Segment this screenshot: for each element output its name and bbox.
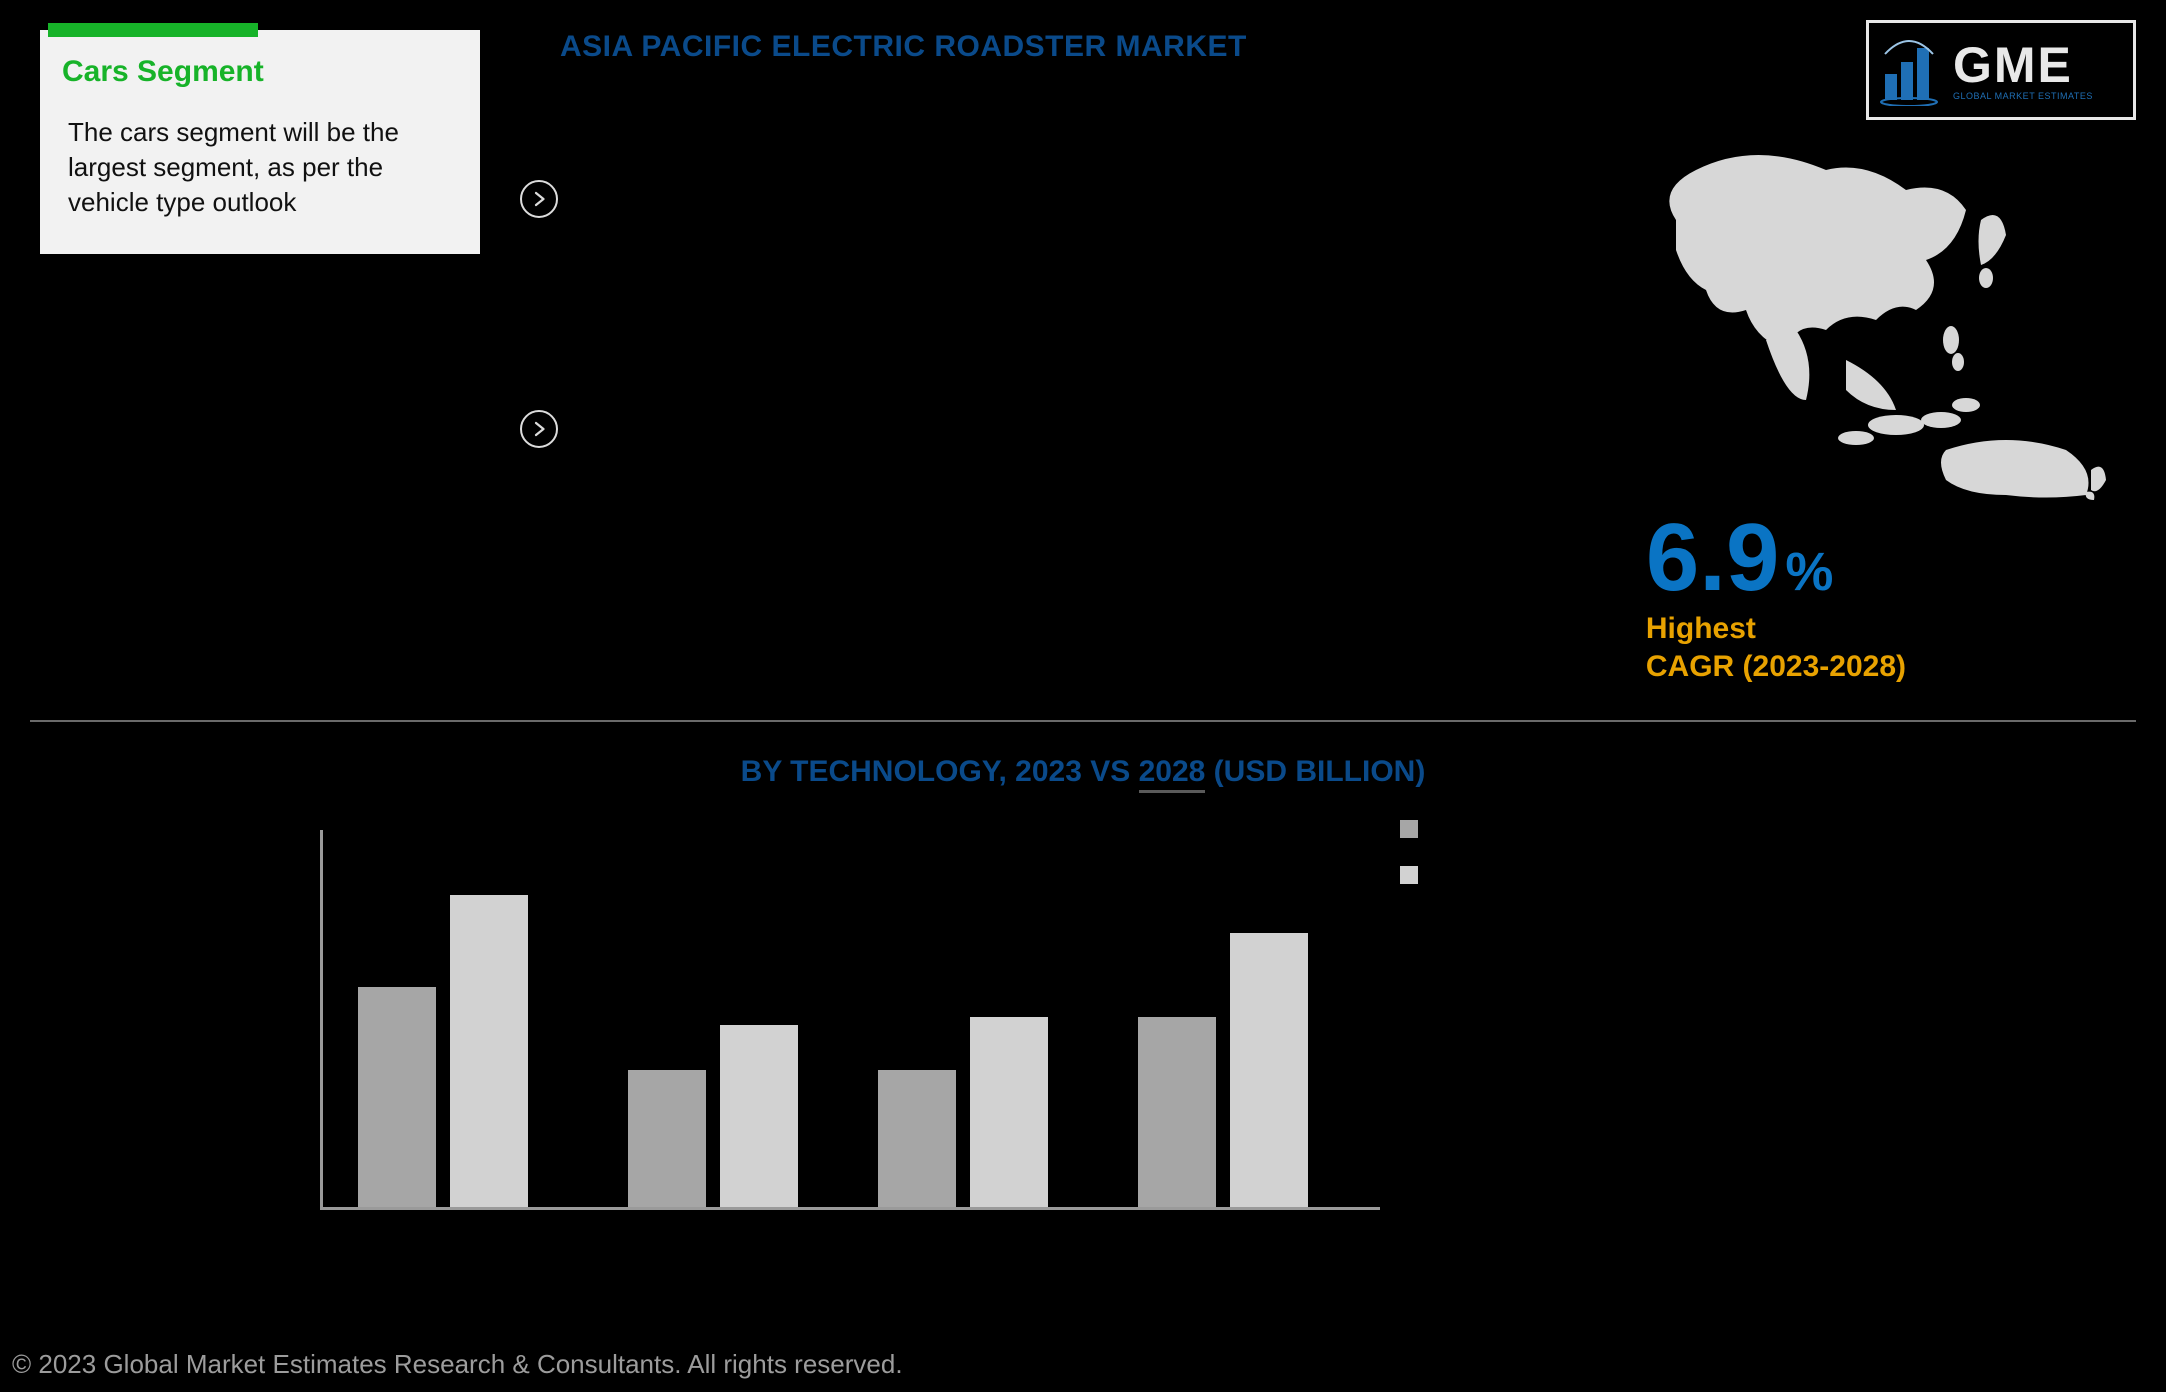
bar [1230, 933, 1308, 1207]
bar-group [1138, 933, 1308, 1207]
legend-swatch [1400, 866, 1418, 884]
bar [358, 987, 436, 1207]
logo-mark-icon [1879, 34, 1943, 106]
logo: GME GLOBAL MARKET ESTIMATES [1866, 20, 2136, 120]
logo-text-sub: GLOBAL MARKET ESTIMATES [1953, 92, 2093, 101]
copyright-footer: © 2023 Global Market Estimates Research … [12, 1349, 903, 1380]
logo-text-main: GME [1953, 40, 2093, 90]
legend-item [1400, 866, 1428, 884]
section-divider [30, 720, 2136, 722]
bar [628, 1070, 706, 1207]
callout-accent-bar [48, 23, 258, 37]
bar-group [358, 895, 528, 1207]
bar [450, 895, 528, 1207]
callout-body: The cars segment will be the largest seg… [40, 95, 480, 254]
chart-legend [1400, 820, 1428, 884]
chart-plot-area [320, 830, 1380, 1210]
logo-text: GME GLOBAL MARKET ESTIMATES [1953, 40, 2093, 101]
bar-chart [280, 830, 1380, 1250]
bar [1138, 1017, 1216, 1207]
bar [720, 1025, 798, 1207]
bar-group [628, 1025, 798, 1207]
bullet-chevron-icon [520, 410, 558, 448]
cagr-percent-symbol: % [1785, 541, 1833, 603]
cagr-label: Highest CAGR (2023-2028) [1646, 610, 1906, 685]
legend-swatch [1400, 820, 1418, 838]
cagr-block: 6.9% Highest CAGR (2023-2028) [1646, 510, 1906, 685]
cagr-value: 6.9 [1646, 510, 1779, 606]
bar [970, 1017, 1048, 1207]
callout-title: Cars Segment [40, 37, 480, 95]
legend-item [1400, 820, 1428, 838]
page-title: ASIA PACIFIC ELECTRIC ROADSTER MARKET [560, 30, 1247, 64]
asia-pacific-map [1646, 150, 2116, 500]
callout-card: Cars Segment The cars segment will be th… [40, 30, 480, 254]
bar [878, 1070, 956, 1207]
bullet-chevron-icon [520, 180, 558, 218]
bar-group [878, 1017, 1048, 1207]
chart-title: BY TECHNOLOGY, 2023 VS 2028 (USD BILLION… [0, 755, 2166, 789]
